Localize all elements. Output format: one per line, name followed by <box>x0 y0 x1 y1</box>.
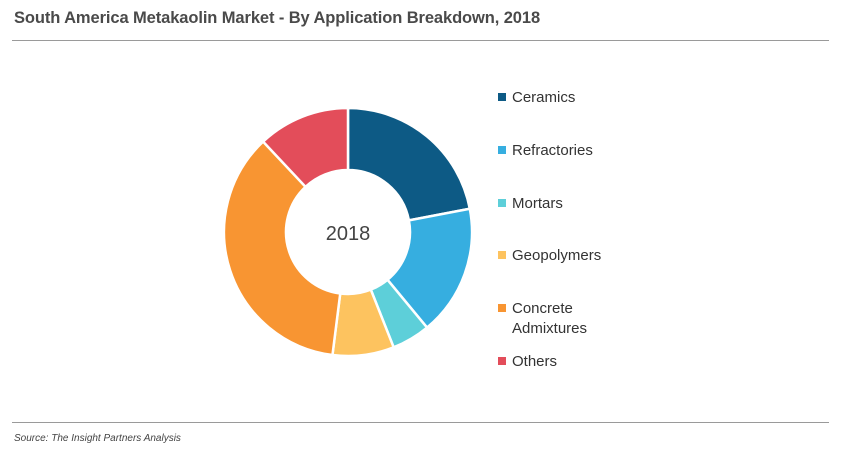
legend-item: Ceramics <box>498 88 698 108</box>
source-note: Source: The Insight Partners Analysis <box>14 433 181 444</box>
slice-ceramics <box>346 106 472 222</box>
legend-swatch <box>498 146 506 154</box>
legend-label: Mortars <box>512 195 563 212</box>
chart-title: South America Metakaolin Market - By App… <box>14 9 541 27</box>
legend-swatch <box>498 199 506 207</box>
legend-label: Concrete Admixtures <box>512 300 588 337</box>
legend-swatch <box>498 93 506 101</box>
legend-label: Others <box>512 353 558 370</box>
legend-swatch <box>498 304 506 312</box>
legend-label: Refractories <box>512 142 593 159</box>
legend-label: Geopolymers <box>512 247 602 264</box>
legend-label: Ceramics <box>512 89 576 106</box>
legend-item: Refractories <box>498 141 698 161</box>
legend-item: Concrete Admixtures <box>498 299 698 339</box>
slice-concrete-admixtures <box>222 139 342 357</box>
legend-swatch <box>498 357 506 365</box>
legend-item: Others <box>498 352 698 372</box>
title-divider <box>12 40 829 41</box>
slice-others <box>261 106 350 189</box>
legend-item: Geopolymers <box>498 246 698 266</box>
center-label: 2018 <box>326 223 371 245</box>
legend-item: Mortars <box>498 194 698 214</box>
legend-swatch <box>498 251 506 259</box>
footer-divider <box>12 422 829 423</box>
